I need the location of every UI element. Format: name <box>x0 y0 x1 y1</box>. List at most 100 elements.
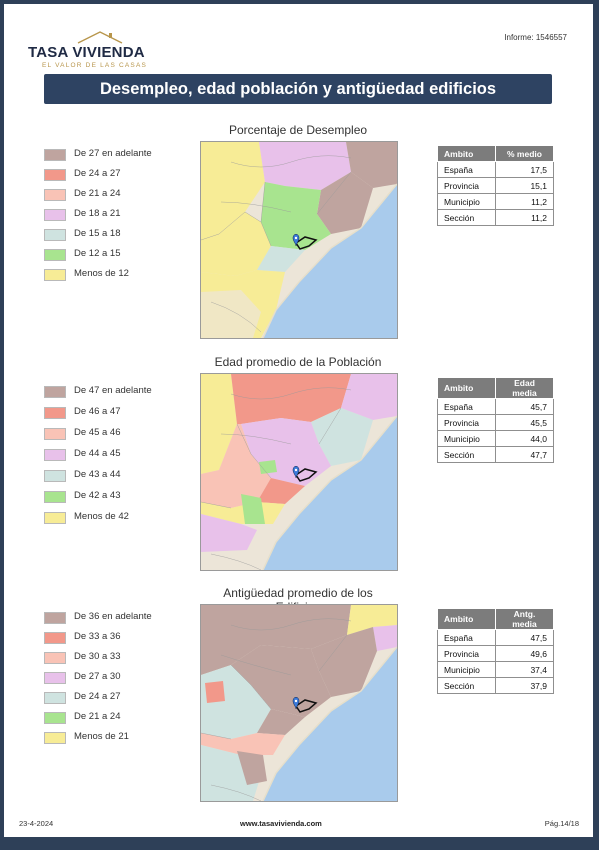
legend-item: De 18 a 21 <box>44 208 194 221</box>
row-label: Municipio <box>437 661 496 678</box>
row-label: Sección <box>437 677 496 694</box>
row-label: Provincia <box>437 645 496 662</box>
legend-swatch <box>44 269 66 281</box>
row-label: Sección <box>437 209 496 226</box>
legend-item: De 33 a 36 <box>44 631 194 644</box>
table-header-row: Ambito Antg. media <box>437 608 554 630</box>
legend-swatch <box>44 470 66 482</box>
legend-swatch <box>44 386 66 398</box>
location-marker-icon <box>292 234 318 250</box>
legend-swatch <box>44 712 66 724</box>
footer-website-link[interactable]: www.tasavivienda.com <box>240 819 322 828</box>
legend-swatch <box>44 692 66 704</box>
table-row: Municipio 44,0 <box>437 430 554 447</box>
row-label: Provincia <box>437 177 496 194</box>
page-title-banner: Desempleo, edad población y antigüedad e… <box>44 74 552 104</box>
row-value: 11,2 <box>495 193 554 210</box>
legend-label: De 21 a 24 <box>74 188 121 199</box>
legend-swatch <box>44 672 66 684</box>
col-header-value: Edad media <box>495 377 554 399</box>
legend-label: De 21 a 24 <box>74 711 121 722</box>
row-value: 45,5 <box>495 414 554 431</box>
legend-swatch <box>44 632 66 644</box>
legend-label: De 24 a 27 <box>74 691 121 702</box>
row-label: España <box>437 398 496 415</box>
page-number: Pág.14/18 <box>544 819 579 828</box>
legend-label: De 18 a 21 <box>74 208 121 219</box>
legend-swatch <box>44 732 66 744</box>
stats-table-edad: Ambito Edad media España 45,7 Provincia 45… <box>437 377 554 463</box>
legend-swatch <box>44 149 66 161</box>
footer-date: 23-4-2024 <box>19 819 54 828</box>
legend-item: Menos de 21 <box>44 731 194 744</box>
legend-label: De 27 en adelante <box>74 148 152 159</box>
row-value: 37,9 <box>495 677 554 694</box>
legend-label: Menos de 12 <box>74 268 129 279</box>
legend-label: De 15 a 18 <box>74 228 121 239</box>
table-row: Sección 47,7 <box>437 446 554 463</box>
legend-label: De 44 a 45 <box>74 448 121 459</box>
legend-label: Menos de 42 <box>74 511 129 522</box>
table-row: España 17,5 <box>437 161 554 178</box>
legend-swatch <box>44 407 66 419</box>
legend-swatch <box>44 428 66 440</box>
col-header-value: % medio <box>495 145 554 162</box>
table-header-row: Ambito % medio <box>437 145 554 162</box>
section-title-edad: Edad promedio de la Población <box>214 355 382 369</box>
legend-item: De 36 en adelante <box>44 611 194 624</box>
legend-item: De 12 a 15 <box>44 248 194 261</box>
row-label: Provincia <box>437 414 496 431</box>
table-row: Municipio 37,4 <box>437 661 554 678</box>
legend-label: De 45 a 46 <box>74 427 121 438</box>
row-value: 49,6 <box>495 645 554 662</box>
legend-item: Menos de 12 <box>44 268 194 281</box>
brand-tagline: EL VALOR DE LAS CASAS <box>42 62 148 69</box>
table-row: Provincia 49,6 <box>437 645 554 662</box>
legend-label: De 12 a 15 <box>74 248 121 259</box>
legend-label: De 36 en adelante <box>74 611 152 622</box>
legend-item: De 43 a 44 <box>44 469 194 482</box>
table-row: Provincia 15,1 <box>437 177 554 194</box>
map-desempleo[interactable] <box>200 141 398 339</box>
row-label: Municipio <box>437 430 496 447</box>
legend-item: De 24 a 27 <box>44 168 194 181</box>
row-value: 17,5 <box>495 161 554 178</box>
legend-item: De 27 en adelante <box>44 148 194 161</box>
table-row: Municipio 11,2 <box>437 193 554 210</box>
report-page: TASA VIVIENDA EL VALOR DE LAS CASAS Info… <box>4 4 593 837</box>
legend-swatch <box>44 249 66 261</box>
brand-name: TASA VIVIENDA <box>28 44 145 61</box>
legend-swatch <box>44 189 66 201</box>
table-row: España 47,5 <box>437 629 554 646</box>
map-edad[interactable] <box>200 373 398 571</box>
legend-swatch <box>44 612 66 624</box>
row-value: 11,2 <box>495 209 554 226</box>
house-roof-icon <box>77 31 123 44</box>
legend-label: De 33 a 36 <box>74 631 121 642</box>
legend-item: De 24 a 27 <box>44 691 194 704</box>
legend-item: De 27 a 30 <box>44 671 194 684</box>
location-marker-icon <box>292 697 318 713</box>
stats-table-desempleo: Ambito % medio España 17,5 Provincia 15,1 … <box>437 145 554 226</box>
table-row: Sección 11,2 <box>437 209 554 226</box>
legend-label: De 42 a 43 <box>74 490 121 501</box>
legend-label: De 46 a 47 <box>74 406 121 417</box>
legend-item: De 15 a 18 <box>44 228 194 241</box>
legend-item: De 45 a 46 <box>44 427 194 440</box>
legend-label: De 24 a 27 <box>74 168 121 179</box>
legend-swatch <box>44 512 66 524</box>
legend-label: De 43 a 44 <box>74 469 121 480</box>
map-antiguedad[interactable] <box>200 604 398 802</box>
legend-swatch <box>44 209 66 221</box>
row-value: 44,0 <box>495 430 554 447</box>
col-header-ambito: Ambito <box>437 608 496 630</box>
legend-item: De 30 a 33 <box>44 651 194 664</box>
row-value: 15,1 <box>495 177 554 194</box>
location-marker-icon <box>292 466 318 482</box>
legend-swatch <box>44 229 66 241</box>
legend-label: De 27 a 30 <box>74 671 121 682</box>
row-label: España <box>437 161 496 178</box>
brand-logo: TASA VIVIENDA EL VALOR DE LAS CASAS <box>28 30 158 76</box>
row-value: 45,7 <box>495 398 554 415</box>
legend-label: Menos de 21 <box>74 731 129 742</box>
